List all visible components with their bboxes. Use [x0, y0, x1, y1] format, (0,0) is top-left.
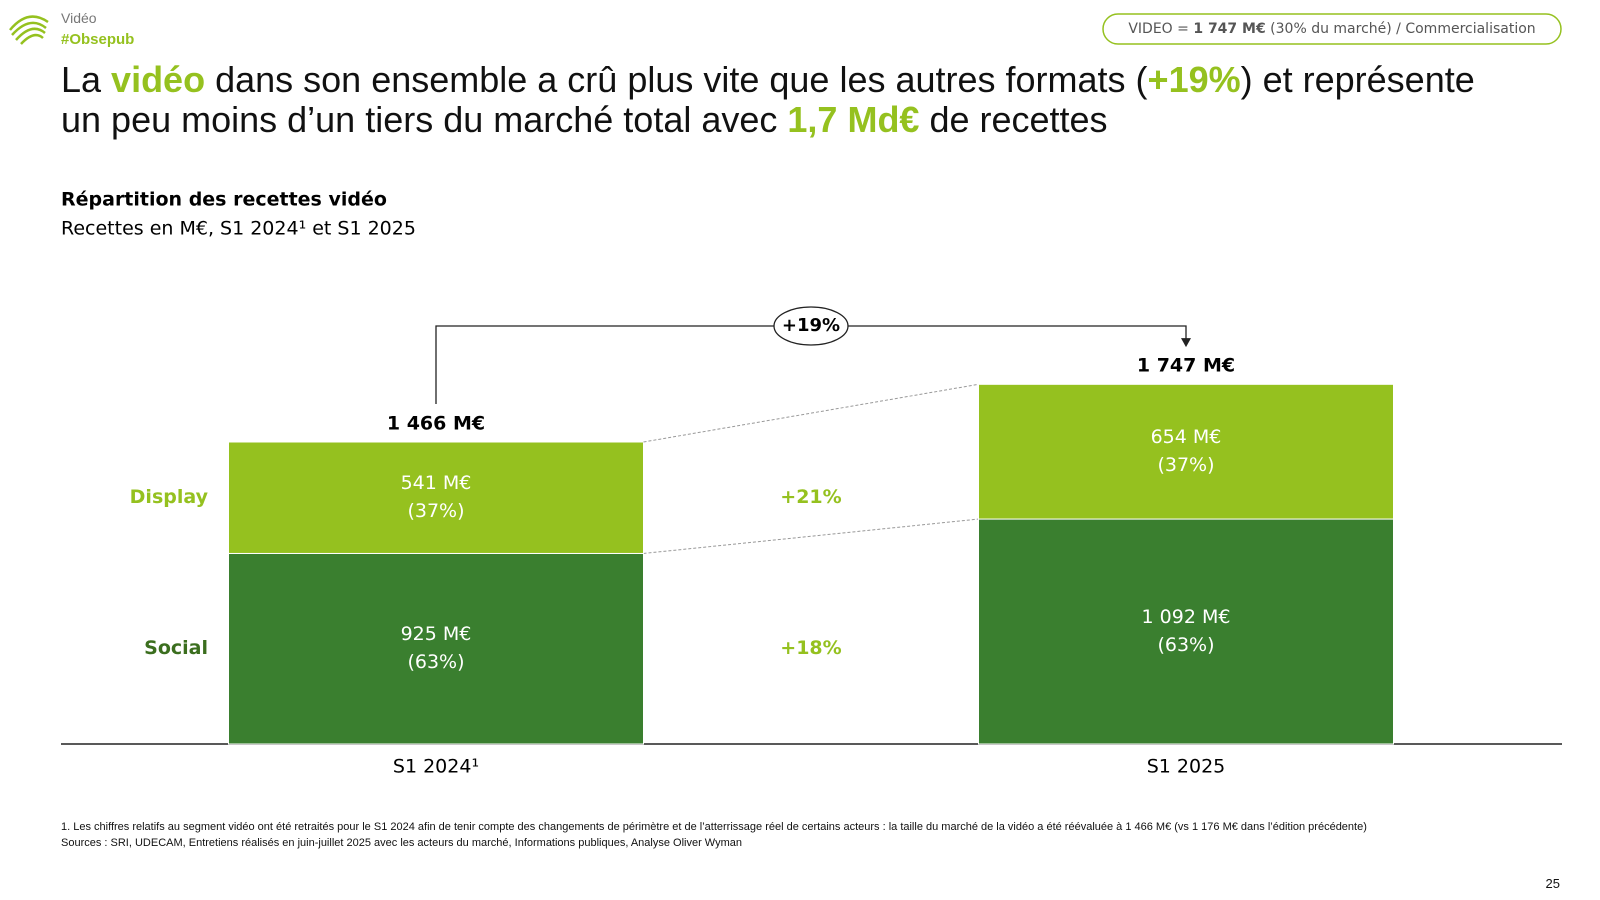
tag: #Obsepub	[61, 31, 135, 48]
badge-text: VIDEO =	[1128, 21, 1193, 37]
title-text: un peu moins d’un tiers du marché total …	[61, 99, 788, 140]
title-highlight: vidéo	[111, 59, 206, 100]
title-text: La	[61, 59, 112, 100]
share-label: (37%)	[1157, 454, 1214, 476]
total-label: 1 747 M€	[1137, 355, 1235, 377]
x-tick-label: S1 2024¹	[393, 756, 479, 778]
bar-segment	[228, 441, 644, 554]
value-label: 1 092 M€	[1142, 606, 1231, 628]
total-growth-label: +19%	[782, 315, 840, 336]
value-label: 654 M€	[1151, 426, 1222, 448]
title-text: ) et représente	[1240, 59, 1475, 100]
section: Vidéo	[61, 10, 97, 26]
badge-value: 1 747 M€	[1193, 21, 1265, 37]
badge-frame	[1102, 13, 1562, 45]
value-label: 541 M€	[401, 472, 472, 494]
title-highlight: 1,7 Md€	[787, 99, 920, 140]
connector	[643, 383, 979, 443]
connector	[643, 518, 979, 554]
total-label: 1 466 M€	[387, 413, 485, 435]
bar-segment	[228, 552, 644, 745]
sources: Sources : SRI, UDECAM, Entretiens réalis…	[61, 837, 742, 849]
arrow-head	[1181, 338, 1191, 348]
share-label: (37%)	[407, 500, 464, 522]
series-label: Display	[130, 486, 209, 508]
chart-subtitle: Recettes en M€, S1 2024¹ et S1 2025	[61, 218, 416, 240]
growth-label: +21%	[780, 486, 841, 508]
share-label: (63%)	[1157, 634, 1214, 656]
page-title: La vidéo dans son ensemble a crû plus vi…	[61, 60, 1475, 140]
logo	[9, 15, 49, 45]
badge: VIDEO = 1 747 M€ (30% du marché) / Comme…	[1128, 21, 1535, 37]
bar-segment	[978, 518, 1394, 745]
title-highlight: +19%	[1147, 59, 1241, 100]
badge-text: (30% du marché) / Commercialisation	[1266, 21, 1536, 37]
series-label: Social	[144, 637, 208, 659]
chart-title: Répartition des recettes vidéo	[61, 189, 387, 211]
x-tick-label: S1 2025	[1147, 756, 1226, 778]
footnote: 1. Les chiffres relatifs au segment vidé…	[61, 821, 1367, 833]
bar-segment	[978, 383, 1394, 520]
share-label: (63%)	[407, 651, 464, 673]
growth-label: +18%	[780, 637, 841, 659]
title-text: dans son ensemble a crû plus vite que le…	[205, 59, 1148, 100]
value-label: 925 M€	[401, 623, 472, 645]
title-text: de recettes	[919, 99, 1108, 140]
page-number: 25	[1545, 876, 1560, 891]
growth-bubble	[773, 306, 849, 346]
